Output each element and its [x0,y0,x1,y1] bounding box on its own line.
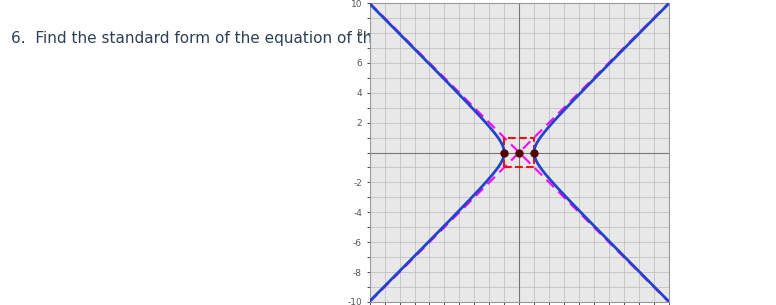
Text: 6.  Find the standard form of the equation of the hyperbola.: 6. Find the standard form of the equatio… [11,30,468,45]
Bar [504,138,534,167]
